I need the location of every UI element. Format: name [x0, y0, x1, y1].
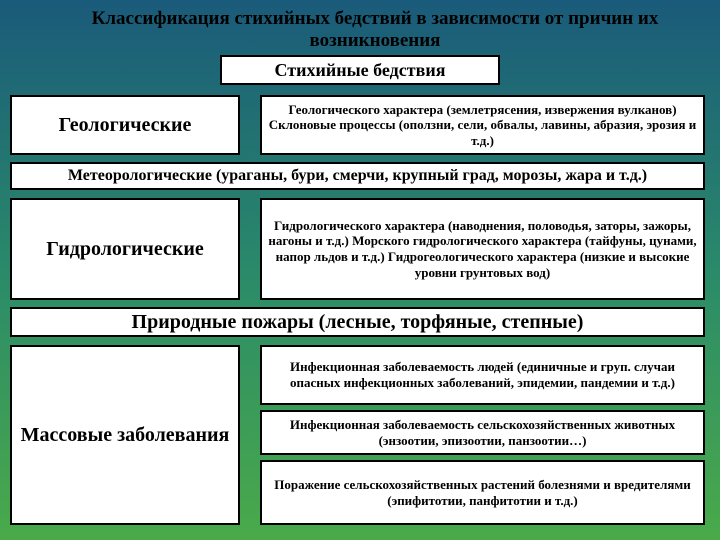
category-diseases: Массовые заболевания — [10, 345, 240, 525]
detail-disease-animals-text: Инфекционная заболеваемость сельскохозяй… — [266, 417, 699, 448]
category-geological: Геологические — [10, 95, 240, 155]
detail-hydrological-text: Гидрологического характера (наводнения, … — [266, 218, 699, 280]
detail-disease-plants-text: Поражение сельскохозяйственных растений … — [266, 477, 699, 508]
detail-disease-plants: Поражение сельскохозяйственных растений … — [260, 460, 705, 525]
detail-geological: Геологического характера (землетрясения,… — [260, 95, 705, 155]
detail-disease-people: Инфекционная заболеваемость людей (едини… — [260, 345, 705, 405]
subtitle-box: Стихийные бедствия — [220, 55, 500, 85]
row-fires: Природные пожары (лесные, торфяные, степ… — [10, 307, 705, 337]
detail-disease-animals: Инфекционная заболеваемость сельскохозяй… — [260, 410, 705, 455]
category-hydrological-label: Гидрологические — [46, 238, 204, 261]
row-meteorological-text: Метеорологические (ураганы, бури, смерчи… — [68, 167, 647, 185]
row-fires-text: Природные пожары (лесные, торфяные, степ… — [132, 311, 584, 334]
row-meteorological: Метеорологические (ураганы, бури, смерчи… — [10, 162, 705, 190]
detail-geological-text: Геологического характера (землетрясения,… — [266, 102, 699, 149]
category-geological-label: Геологические — [59, 114, 192, 137]
category-hydrological: Гидрологические — [10, 198, 240, 300]
main-title: Классификация стихийных бедствий в завис… — [50, 8, 700, 52]
category-diseases-label: Массовые заболевания — [21, 422, 230, 448]
subtitle-text: Стихийные бедствия — [275, 60, 446, 81]
detail-disease-people-text: Инфекционная заболеваемость людей (едини… — [266, 359, 699, 390]
detail-hydrological: Гидрологического характера (наводнения, … — [260, 198, 705, 300]
